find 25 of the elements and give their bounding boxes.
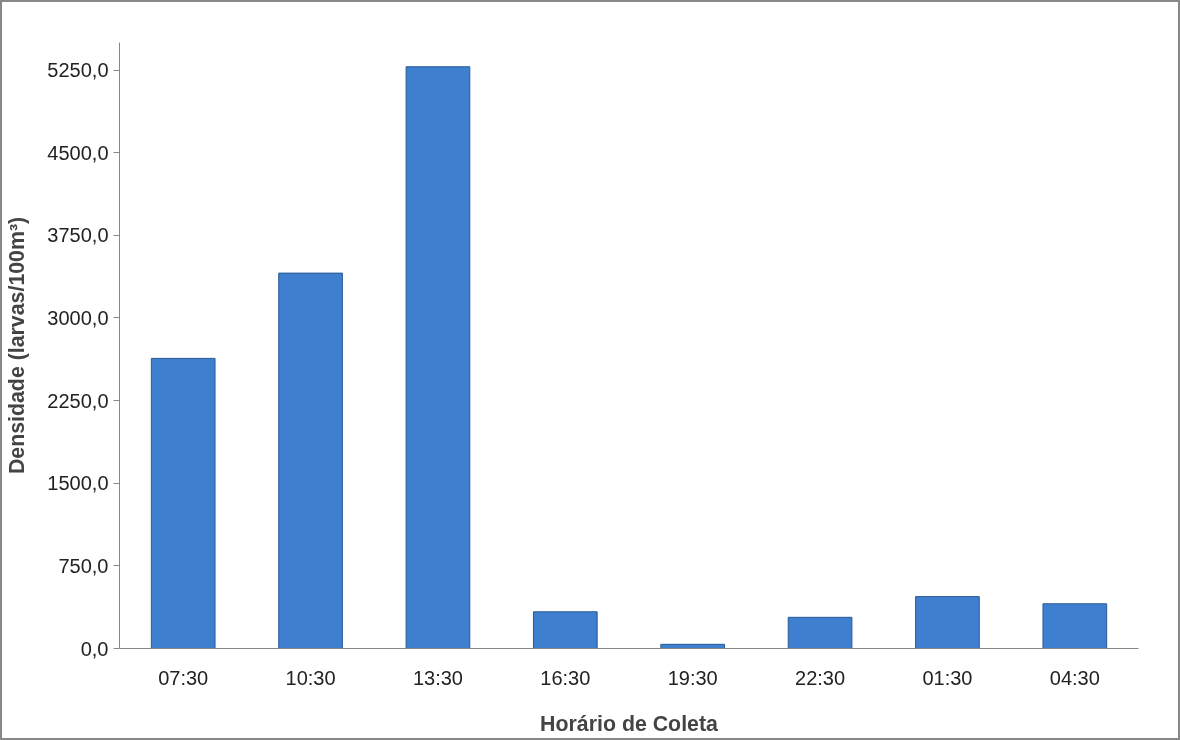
y-tick-label: 750,0 xyxy=(58,554,109,577)
x-tick-label: 13:30 xyxy=(412,666,463,689)
y-tick-label: 1500,0 xyxy=(47,472,109,495)
bar xyxy=(1042,603,1108,649)
x-tick-label: 01:30 xyxy=(922,666,973,689)
y-tick-label: 3750,0 xyxy=(47,224,109,247)
x-tick-label: 16:30 xyxy=(540,666,591,689)
y-tick-label: 3000,0 xyxy=(47,306,109,329)
bar xyxy=(278,272,343,649)
bar xyxy=(787,616,853,649)
bar xyxy=(150,357,216,649)
y-tick-label: 5250,0 xyxy=(47,59,109,82)
x-axis-title: Horário de Coleta xyxy=(540,711,719,736)
x-tick-label: 07:30 xyxy=(158,666,209,689)
y-tick-label: 0,0 xyxy=(80,637,109,660)
bar xyxy=(532,611,598,649)
bar xyxy=(405,66,471,649)
y-axis-title: Densidade (larvas/100m³) xyxy=(5,216,30,475)
x-tick-label: 22:30 xyxy=(795,666,846,689)
bar xyxy=(915,596,980,649)
x-tick-label: 04:30 xyxy=(1049,666,1100,689)
x-tick-label: 19:30 xyxy=(667,666,718,689)
y-tick-label: 4500,0 xyxy=(47,141,109,164)
x-tick-label: 10:30 xyxy=(285,666,336,689)
y-tick-label: 2250,0 xyxy=(47,389,109,412)
